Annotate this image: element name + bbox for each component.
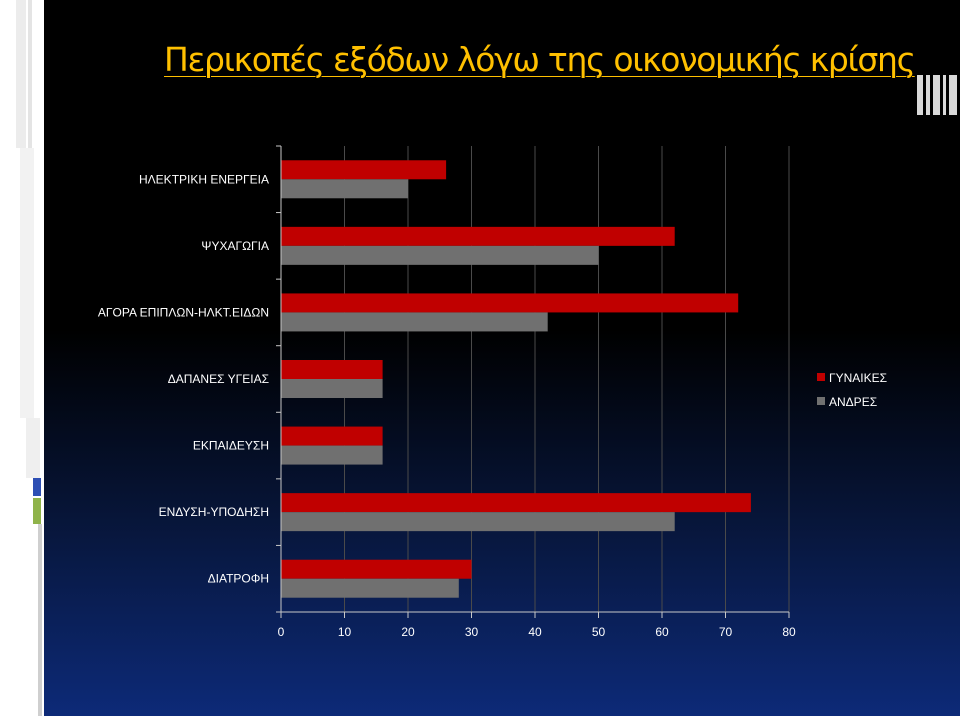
- stripe-bar: [933, 75, 940, 115]
- category-label: ΗΛΕΚΤΡΙΚΗ ΕΝΕΡΓΕΙΑ: [139, 172, 269, 186]
- legend-swatch-women: [817, 373, 825, 381]
- bar-women: [281, 426, 383, 446]
- bar-men: [281, 578, 459, 598]
- corner-stripes-decoration: [917, 75, 957, 115]
- stripe-bar: [926, 75, 930, 115]
- bar-men: [281, 512, 675, 532]
- bar-women: [281, 559, 472, 579]
- category-label: ΔΑΠΑΝΕΣ ΥΓΕΙΑΣ: [168, 372, 269, 386]
- bar-men: [281, 312, 548, 332]
- x-tick-label: 10: [338, 625, 352, 639]
- category-label: ΑΓΟΡΑ ΕΠΙΠΛΩΝ-ΗΛΚΤ.ΕΙΔΩΝ: [98, 305, 269, 319]
- stripe-block: [33, 498, 41, 524]
- x-tick-label: 40: [528, 625, 542, 639]
- x-tick-label: 70: [719, 625, 733, 639]
- category-label: ΕΚΠΑΙΔΕΥΣΗ: [193, 439, 269, 453]
- stripe-bar: [943, 75, 946, 115]
- bar-men: [281, 379, 383, 398]
- slide-background: [44, 0, 960, 716]
- bar-women: [281, 160, 447, 180]
- bar-women: [281, 293, 739, 313]
- bar-women: [281, 226, 675, 246]
- legend-label: ΑΝΔΡΕΣ: [829, 395, 877, 409]
- x-tick-label: 0: [278, 625, 285, 639]
- x-tick-label: 60: [655, 625, 669, 639]
- category-label: ΔΙΑΤΡΟΦΗ: [208, 572, 269, 586]
- stripe-block: [28, 0, 32, 148]
- stripe-block: [33, 478, 41, 496]
- stripe-bar: [917, 75, 923, 115]
- stripe-block: [20, 148, 34, 418]
- slide-title: Περικοπές εξόδων λόγω της οικονομικής κρ…: [164, 40, 916, 79]
- bar-women: [281, 493, 751, 513]
- x-tick-label: 20: [401, 625, 415, 639]
- bar-men: [281, 179, 408, 199]
- category-label: ΨΥΧΑΓΩΓΙΑ: [201, 239, 269, 253]
- legend-swatch-men: [817, 397, 825, 405]
- legend-label: ΓΥΝΑΙΚΕΣ: [829, 371, 887, 385]
- stripe-block: [38, 524, 42, 716]
- x-tick-label: 30: [465, 625, 479, 639]
- stripe-bar: [949, 75, 957, 115]
- stripe-block: [26, 418, 40, 478]
- category-label: ΕΝΔΥΣΗ-ΥΠΟΔΗΣΗ: [159, 505, 269, 519]
- bar-men: [281, 445, 383, 465]
- side-stripe-decoration: [16, 0, 42, 716]
- bar-women: [281, 360, 383, 379]
- bar-men: [281, 245, 599, 265]
- x-tick-label: 80: [782, 625, 796, 639]
- x-tick-label: 50: [592, 625, 606, 639]
- stripe-block: [16, 0, 26, 148]
